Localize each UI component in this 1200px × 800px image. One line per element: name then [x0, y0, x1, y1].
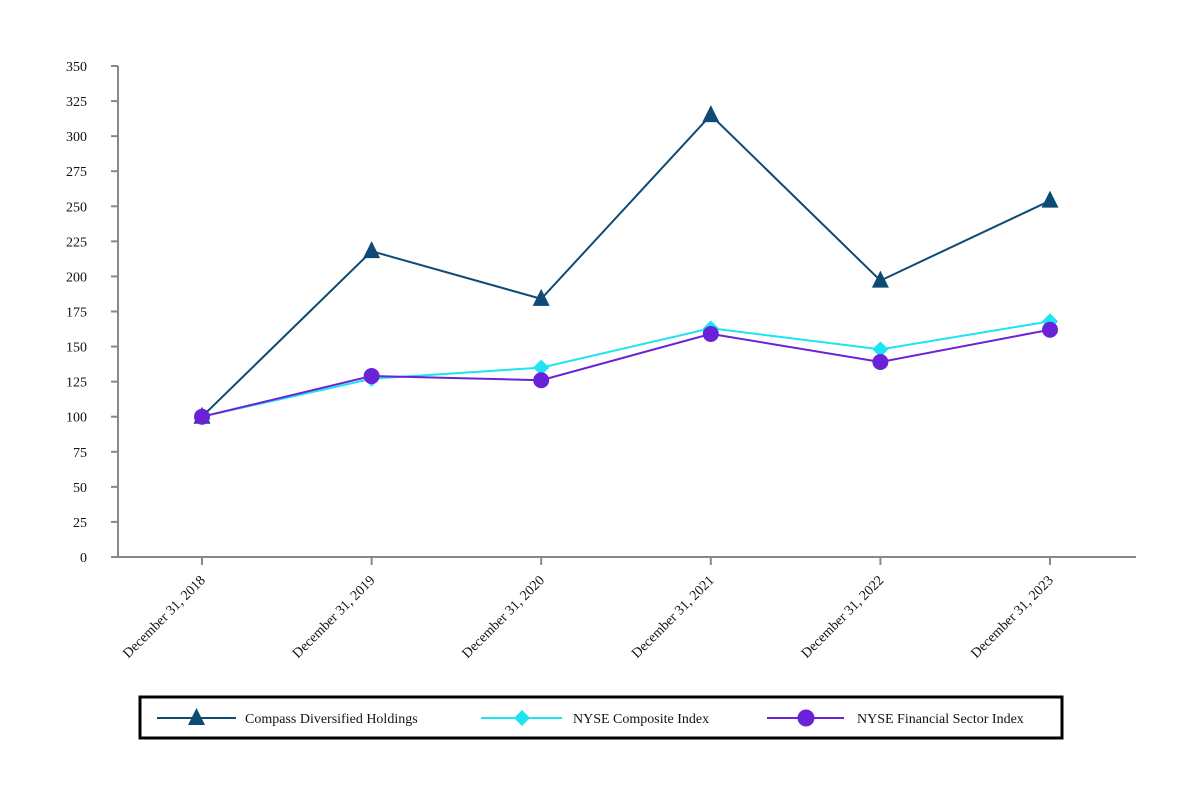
- y-tick-label: 100: [66, 411, 87, 426]
- x-tick-label: December 31, 2020: [460, 573, 548, 661]
- y-tick-label: 0: [80, 551, 87, 566]
- data-point-diamond: [533, 359, 550, 376]
- y-tick-label: 25: [73, 516, 87, 531]
- legend: Compass Diversified Holdings NYSE Compos…: [138, 695, 1064, 740]
- y-tick-label: 125: [66, 376, 87, 391]
- x-axis: December 31, 2018 December 31, 2019 Decemb…: [118, 556, 1136, 662]
- y-tick-label: 275: [66, 165, 87, 180]
- data-point-diamond: [872, 341, 889, 358]
- series-markers: [193, 105, 1059, 425]
- data-point-triangle: [532, 288, 550, 306]
- y-tick-label: 250: [66, 200, 87, 215]
- y-tick-label: 350: [66, 60, 87, 75]
- data-point-circle: [363, 368, 380, 385]
- data-point-circle: [194, 408, 210, 425]
- legend-diamond-icon: [514, 710, 530, 726]
- legend-triangle-icon: [188, 708, 205, 725]
- y-axis: 0 25 50 75 100 125 150 175 200 225 250 275 300 325 350: [66, 60, 119, 566]
- data-point-triangle: [871, 270, 889, 288]
- series-line-2: [201, 328, 1051, 418]
- series-line-0: [201, 113, 1051, 418]
- legend-entry-nyse-composite: NYSE Composite Index: [481, 710, 709, 727]
- y-tick-label: 325: [66, 95, 87, 110]
- data-point-circle: [1042, 321, 1058, 338]
- y-tick-label: 150: [66, 341, 87, 356]
- series-lines: [201, 113, 1051, 418]
- data-point-triangle: [702, 105, 720, 123]
- x-tick-label: December 31, 2023: [968, 573, 1056, 661]
- legend-entry-nyse-financial: NYSE Financial Sector Index: [767, 709, 1024, 727]
- data-point-triangle: [1041, 190, 1059, 208]
- legend-label-nyse-composite: NYSE Composite Index: [573, 712, 709, 727]
- y-tick-label: 300: [66, 130, 87, 145]
- legend-entry-compass: Compass Diversified Holdings: [157, 708, 418, 727]
- x-tick-label: December 31, 2018: [120, 573, 208, 661]
- legend-label-nyse-financial: NYSE Financial Sector Index: [857, 712, 1024, 727]
- y-tick-label: 225: [66, 235, 87, 250]
- y-tick-label: 50: [73, 481, 87, 496]
- legend-circle-icon: [797, 709, 815, 727]
- y-tick-label: 200: [66, 270, 87, 285]
- data-point-circle: [702, 325, 719, 342]
- x-tick-label: December 31, 2019: [290, 573, 378, 661]
- data-point-circle: [872, 354, 889, 371]
- data-point-circle: [533, 372, 550, 389]
- y-tick-label: 75: [73, 446, 87, 461]
- y-tick-label: 175: [66, 306, 87, 321]
- series-line-1: [201, 320, 1051, 418]
- x-tick-label: December 31, 2021: [629, 573, 717, 661]
- x-tick-label: December 31, 2022: [799, 573, 887, 661]
- legend-box: [138, 695, 1064, 740]
- legend-label-compass: Compass Diversified Holdings: [245, 712, 418, 727]
- data-point-triangle: [363, 241, 381, 259]
